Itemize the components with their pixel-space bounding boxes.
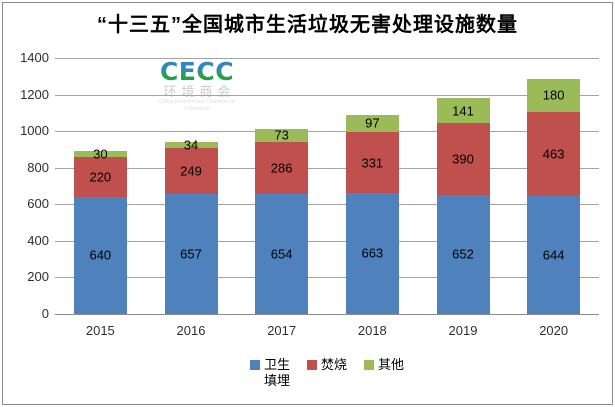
bar-2020: 644 463 180 (527, 78, 581, 314)
bar-value-label: 73 (274, 127, 289, 143)
gridline (55, 131, 599, 133)
y-tick-label: 800 (27, 159, 49, 175)
cecc-logo-text: CECC (149, 59, 245, 84)
y-tick-label: 400 (27, 232, 49, 248)
x-axis-line (55, 314, 599, 315)
bar-segment-other: 141 (436, 97, 490, 124)
bar-value-label: 331 (361, 155, 384, 171)
legend-label-landfill: 卫生 填埋 (263, 357, 290, 388)
bar-value-label: 652 (452, 246, 474, 262)
bar-2018: 663 331 97 (345, 114, 399, 314)
legend-item-incineration: 焚烧 (306, 357, 347, 389)
legend-swatch-landfill (249, 360, 260, 370)
bar-value-label: 640 (89, 247, 112, 263)
bar-2017: 654 286 73 (255, 128, 309, 314)
bar-segment-other: 97 (345, 114, 399, 133)
legend-label-incineration: 焚烧 (320, 357, 347, 372)
bar-segment-incineration: 249 (164, 148, 218, 194)
bar-value-label: 141 (452, 103, 474, 119)
bar-value-label: 220 (89, 169, 112, 185)
bar-value-label: 249 (180, 163, 202, 179)
gridline (55, 240, 599, 242)
y-tick-label: 600 (27, 196, 49, 212)
legend: 卫生 填埋 焚烧 其他 (55, 357, 599, 389)
gridline (55, 277, 599, 279)
bar-value-label: 286 (270, 160, 293, 176)
bar-value-label: 644 (542, 247, 565, 263)
x-tick-label: 2016 (176, 323, 206, 338)
bar-2015: 640 220 30 (73, 148, 127, 314)
x-tick-label: 2017 (267, 323, 297, 338)
bar-segment-incineration: 220 (73, 156, 127, 197)
bar-segment-landfill: 654 (255, 194, 309, 314)
bar-segment-other: 34 (164, 139, 218, 152)
y-tick-label: 1400 (20, 50, 49, 65)
bar-value-label: 463 (542, 146, 565, 162)
y-tick-label: 0 (41, 306, 49, 321)
bar-segment-landfill: 652 (436, 194, 490, 314)
legend-swatch-incineration (306, 360, 317, 370)
watermark-english-text: China Environment Chamber of Commerce (159, 99, 235, 112)
plot-area: 640 220 30 657 249 34 654 286 73 663 331 97 652 390 14… (55, 58, 599, 315)
x-tick-label: 2018 (357, 323, 387, 338)
x-tick-label: 2020 (539, 323, 569, 338)
bar-value-label: 390 (452, 151, 474, 167)
x-tick-label: 2015 (85, 323, 115, 338)
bar-segment-landfill: 657 (164, 193, 218, 314)
legend-item-other: 其他 (364, 357, 404, 389)
legend-swatch-other (364, 360, 374, 370)
bar-value-label: 97 (365, 115, 380, 131)
bar-value-label: 34 (183, 137, 199, 153)
bar-2016: 657 249 34 (164, 139, 218, 314)
bar-value-label: 30 (93, 146, 108, 162)
bar-segment-incineration: 390 (436, 123, 490, 195)
gridline (55, 94, 599, 96)
bar-segment-other: 30 (73, 148, 127, 161)
gridline (55, 167, 599, 169)
chart-title: “十三五”全国城市生活垃圾无害处理设施数量 (97, 14, 518, 36)
legend-label-other: 其他 (378, 357, 405, 372)
bar-segment-landfill: 644 (527, 196, 581, 314)
bar-segment-landfill: 663 (345, 192, 399, 314)
bar-segment-other: 180 (527, 78, 581, 112)
bar-2019: 652 390 141 (436, 97, 490, 314)
bar-value-label: 180 (542, 87, 565, 103)
bar-segment-other: 73 (255, 128, 309, 143)
bar-value-label: 657 (180, 246, 202, 262)
legend-item-landfill: 卫生 填埋 (249, 357, 290, 389)
bar-segment-incineration: 331 (345, 132, 399, 193)
bar-segment-incineration: 286 (255, 142, 309, 195)
bar-value-label: 663 (361, 245, 384, 261)
gridline (55, 58, 599, 59)
bar-segment-incineration: 463 (527, 111, 581, 197)
bar-segment-landfill: 640 (73, 196, 127, 314)
bar-value-label: 654 (270, 246, 293, 262)
gridline (55, 204, 599, 206)
y-tick-label: 200 (27, 269, 49, 285)
y-tick-label: 1000 (20, 123, 49, 139)
x-tick-label: 2019 (448, 323, 478, 338)
y-tick-label: 1200 (20, 86, 49, 102)
